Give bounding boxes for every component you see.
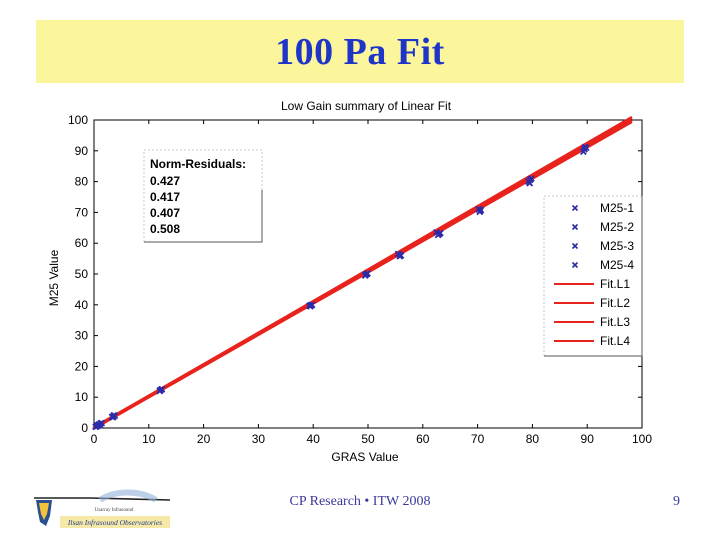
shield-inner-icon <box>39 503 49 520</box>
observatory-logo: Usarray Infrasound Ilsan Infrasound Obse… <box>34 489 171 528</box>
marker-stroke <box>477 206 485 214</box>
legend-label: M25-2 <box>600 220 634 234</box>
legend-box <box>543 195 643 357</box>
fit-line-fit-l4 <box>92 116 633 429</box>
legend-label: Fit.L3 <box>600 315 630 329</box>
x-tick-label: 60 <box>416 432 430 446</box>
legend-label: M25-4 <box>600 258 634 272</box>
x-tick-label: 80 <box>526 432 540 446</box>
residual-value: 0.407 <box>150 206 180 220</box>
marker-stroke <box>93 422 101 429</box>
marker-m25-4 <box>581 143 589 151</box>
marker-m25-4 <box>158 385 166 393</box>
marker-stroke <box>436 229 444 237</box>
marker-m25-4 <box>93 422 101 429</box>
title-band: 100 Pa Fit <box>36 20 684 83</box>
logo-line2: Ilsan Infrasound Observatories <box>67 518 162 527</box>
y-tick-label: 50 <box>75 267 89 281</box>
x-tick-label: 90 <box>581 432 595 446</box>
x-axis-label: GRAS Value <box>331 450 398 464</box>
residual-value: 0.427 <box>150 174 180 188</box>
legend-swatch-marker <box>571 261 579 269</box>
x-tick-label: 40 <box>307 432 321 446</box>
y-tick-label: 90 <box>75 144 89 158</box>
y-tick-label: 20 <box>75 359 89 373</box>
y-tick-label: 40 <box>75 298 89 312</box>
annotation-heading: Norm-Residuals: <box>150 157 246 171</box>
marker-stroke <box>396 251 404 259</box>
marker-stroke <box>307 301 315 309</box>
marker-m25-4 <box>98 419 106 427</box>
y-tick-label: 100 <box>68 113 88 127</box>
annotation-box <box>143 149 263 243</box>
x-tick-label: 10 <box>142 432 156 446</box>
marker-stroke <box>364 269 371 277</box>
legend-swatch-marker <box>571 223 579 231</box>
legend-label: M25-3 <box>600 239 634 253</box>
legend-label: Fit.L1 <box>600 277 630 291</box>
chart-title: Low Gain summary of Linear Fit <box>281 99 452 113</box>
y-tick-label: 30 <box>75 329 89 343</box>
x-tick-label: 100 <box>632 432 652 446</box>
residual-value: 0.417 <box>150 190 180 204</box>
marker-m25-4 <box>307 301 315 309</box>
legend-label: Fit.L2 <box>600 296 630 310</box>
marker-m25-4 <box>364 269 371 277</box>
x-tick-label: 0 <box>91 432 98 446</box>
slide-footer: CP Research • ITW 2008 <box>289 494 431 509</box>
marker-m25-4 <box>526 176 534 184</box>
marker-m25-3 <box>579 148 587 156</box>
marker-m25-4 <box>477 206 485 214</box>
legend-label: M25-1 <box>600 201 634 215</box>
marker-m25-4 <box>396 251 404 259</box>
logo-banner <box>60 516 170 528</box>
residual-value: 0.508 <box>150 222 180 236</box>
marker-stroke <box>158 385 166 393</box>
fit-line-fit-l3 <box>92 121 633 430</box>
y-tick-label: 80 <box>75 175 89 189</box>
marker-stroke <box>110 411 118 419</box>
y-tick-label: 60 <box>75 236 89 250</box>
chart-container: Low Gain summary of Linear Fit 0 10 20 30 40… <box>44 92 656 472</box>
logo-line1: Usarray Infrasound <box>95 508 134 513</box>
marker-stroke <box>98 419 106 427</box>
y-axis-label: M25 Value <box>47 249 61 306</box>
slide-title: 100 Pa Fit <box>275 30 445 73</box>
logo-wave-icon <box>98 489 158 503</box>
marker-m25-4 <box>110 411 118 419</box>
legend-swatch-marker <box>571 204 579 212</box>
residuals-annotation: Norm-Residuals: 0.427 0.417 0.407 0.508 <box>143 149 263 243</box>
marker-stroke <box>475 205 483 213</box>
axes-group: 0 10 20 30 40 50 60 70 80 90 100 0 10 20 30 40 50 60 70 80 9… <box>68 113 652 446</box>
logo-swoosh <box>34 497 171 501</box>
page-number: 9 <box>673 494 680 509</box>
x-tick-label: 30 <box>252 432 266 446</box>
marker-stroke <box>579 148 587 156</box>
annotation-shadow <box>144 190 263 243</box>
markers-group <box>92 143 590 431</box>
legend-label: Fit.L4 <box>600 334 630 348</box>
linear-fit-chart: Low Gain summary of Linear Fit 0 10 20 30 40… <box>47 99 652 464</box>
legend-shadow <box>544 196 643 357</box>
x-tick-label: 50 <box>361 432 375 446</box>
x-tick-label: 70 <box>471 432 485 446</box>
y-tick-label: 10 <box>75 390 89 404</box>
marker-stroke <box>526 176 534 184</box>
legend: M25-1 M25-2 M25-3 M25-4 Fit.L1 Fit.L2 Fit.L3 Fi… <box>543 195 643 357</box>
marker-stroke <box>581 143 589 151</box>
x-tick-label: 20 <box>197 432 211 446</box>
legend-swatch-marker <box>571 242 579 250</box>
marker-m25-4 <box>436 229 444 237</box>
y-tick-label: 0 <box>81 421 88 435</box>
y-tick-label: 70 <box>75 205 89 219</box>
